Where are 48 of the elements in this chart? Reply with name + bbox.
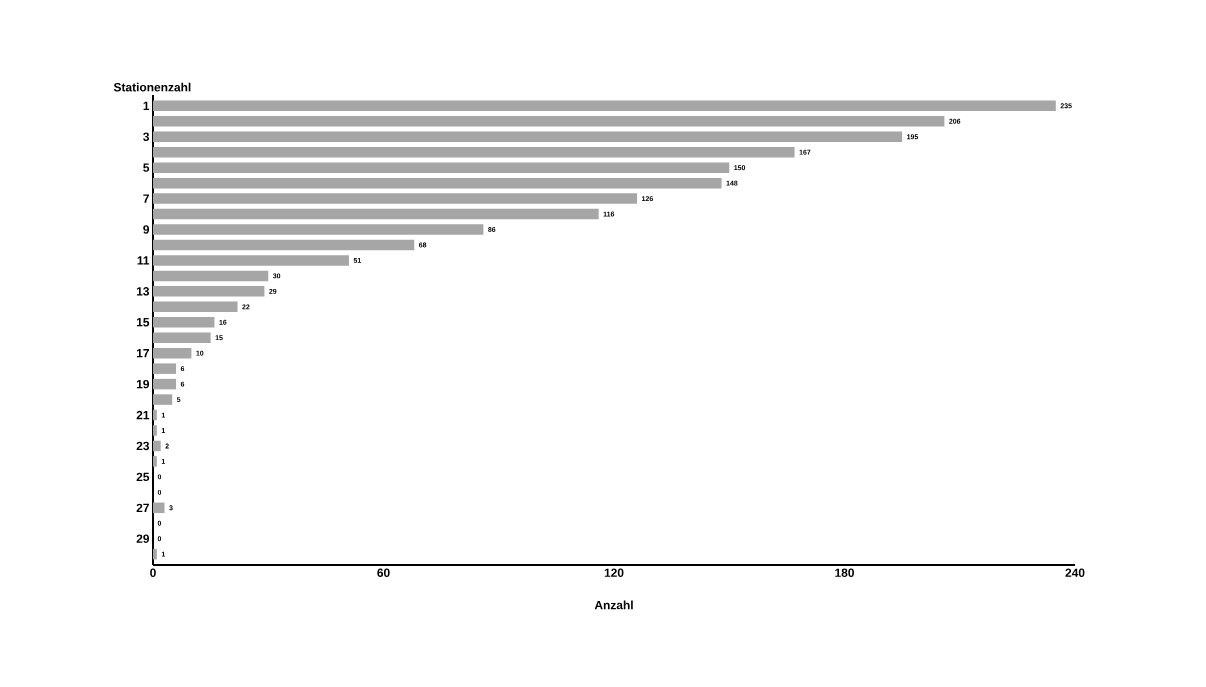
bar: [153, 162, 730, 173]
bar: [153, 146, 795, 158]
bar: [153, 409, 157, 421]
bar: [153, 286, 265, 297]
bar: [153, 347, 192, 359]
bar: [153, 255, 349, 266]
y-tick-label: 5: [143, 163, 150, 172]
bar: [153, 131, 903, 142]
bar: [153, 177, 722, 189]
x-axis-title: Anzahl: [594, 600, 633, 610]
y-tick-label: 7: [143, 194, 149, 203]
x-tick-label: 120: [604, 568, 624, 577]
bar: [153, 332, 211, 343]
bar: [153, 193, 638, 204]
bar: [153, 425, 157, 436]
bar: [153, 394, 173, 405]
y-tick-label: 9: [143, 225, 150, 234]
y-tick-label: 25: [136, 472, 150, 482]
y-tick-label: 3: [143, 132, 150, 141]
bar: [153, 100, 1056, 112]
bar: [153, 270, 269, 282]
y-tick-label: 29: [136, 534, 150, 543]
y-tick-label: 23: [136, 441, 150, 451]
y-tick-label: 11: [137, 256, 150, 265]
bar: [153, 301, 238, 313]
x-tick-label: 0: [150, 568, 156, 577]
bar: [153, 224, 484, 235]
y-tick-label: 17: [136, 349, 149, 358]
x-tick-label: 240: [1065, 568, 1085, 577]
y-axis-title: Stationenzahl: [113, 82, 191, 92]
y-tick-label: 27: [136, 503, 149, 512]
y-tick-label: 19: [136, 379, 150, 389]
x-tick-label: 60: [377, 568, 390, 577]
bar: [153, 363, 177, 374]
bar: [153, 548, 157, 560]
y-tick-label: 15: [136, 318, 150, 327]
y-tick-label: 1: [143, 101, 150, 110]
bar: [153, 456, 157, 467]
bar: [153, 116, 945, 127]
bar: [153, 208, 599, 220]
bar: [153, 317, 215, 328]
bar: [153, 378, 177, 390]
y-tick-label: 21: [136, 410, 150, 420]
x-tick-label: 180: [835, 568, 854, 577]
y-tick-label: 13: [136, 287, 150, 296]
bar: [153, 239, 415, 251]
bar: [153, 502, 165, 514]
bar: [153, 440, 161, 452]
